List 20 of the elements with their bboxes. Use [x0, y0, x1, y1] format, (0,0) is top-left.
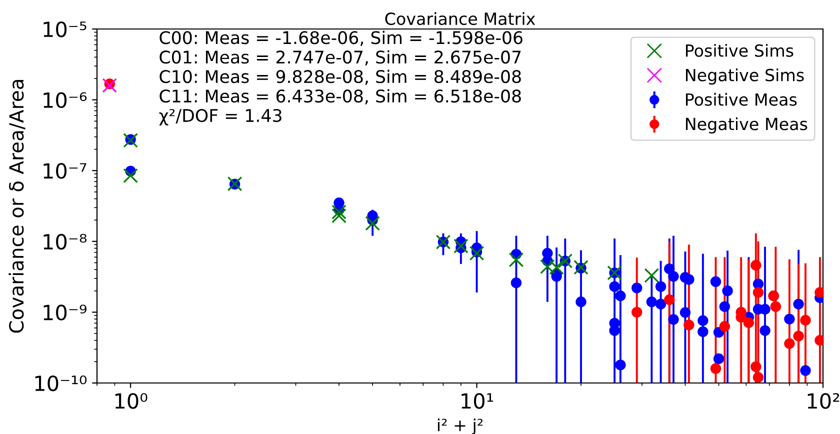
annotation: C10: Meas = 9.828e-08, Sim = 8.489e-08	[160, 70, 521, 85]
legend-label: Negative Meas	[686, 117, 808, 134]
y-axis-title: Covariance or δ Area/Area	[8, 80, 26, 333]
annotation: C01: Meas = 2.747e-07, Sim = 2.675e-07	[160, 50, 521, 66]
y-tick-label: 10⁻⁸	[44, 234, 87, 250]
y-tick-label: 10⁻⁶	[44, 92, 87, 108]
y-tick-label: 10⁻⁵	[44, 21, 86, 38]
x-tick-label: 10⁰	[115, 393, 148, 409]
y-tick-label: 10⁻⁷	[44, 163, 86, 179]
y-tick-label: 10⁻⁹	[44, 304, 87, 320]
y-tick-label: 10⁻¹⁰	[35, 375, 87, 392]
annotation: C11: Meas = 6.433e-08, Sim = 6.518e-08	[160, 89, 521, 104]
annotation: C00: Meas = -1.68e-06, Sim = -1.598e-06	[160, 30, 522, 46]
legend-label: Positive Meas	[686, 92, 797, 106]
legend-label: Negative Sims	[686, 68, 804, 85]
chart-title: Covariance Matrix	[385, 12, 536, 26]
x-tick-label: 10¹	[462, 393, 494, 409]
legend-label: Positive Sims	[686, 44, 794, 57]
x-tick-label: 10²	[808, 393, 840, 409]
annotation: χ²/DOF = 1.43	[159, 108, 282, 126]
